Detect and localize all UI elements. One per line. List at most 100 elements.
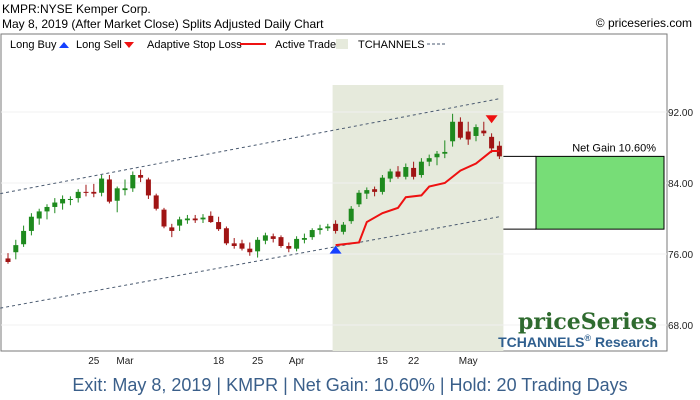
candle-body [177,219,183,226]
x-tick-label: 22 [408,356,420,367]
y-tick-label: 84.00 [668,179,693,190]
candle-body [426,158,432,162]
net-gain-label: Net Gain 10.60% [572,142,656,154]
candle-body [270,236,276,239]
legend-sell-arrow-icon [124,42,134,48]
x-tick-label: May [459,356,478,367]
adaptive-stop-loss-line [335,150,500,247]
tchannel-upper-line [0,98,500,195]
candle-body [231,243,237,247]
legend-long-sell-label: Long Sell [76,39,122,51]
legend-stop-label: Adaptive Stop Loss [147,39,242,51]
candle-body [184,218,190,221]
candle-body [28,216,34,231]
legend-buy-arrow-icon [59,42,69,48]
candle-body [138,175,144,178]
candle-body [278,237,284,247]
tchannels-research-brand: TCHANNELS® Research [498,333,658,350]
candle-body [75,191,81,199]
trade-summary-footer: Exit: May 8, 2019 | KMPR | Net Gain: 10.… [72,375,628,395]
candle-body [465,131,471,140]
candle-body [457,121,463,138]
candle-body [44,206,50,212]
long-buy-arrow-icon [329,245,342,254]
candle-body [481,130,487,134]
x-tick-label: 25 [252,356,264,367]
candle-body [434,153,440,158]
candle-body [67,198,73,200]
candle-body [356,192,362,205]
candle-body [114,188,120,201]
candle-body [122,188,128,191]
x-tick-label: 18 [213,356,225,367]
candle-body [301,238,307,240]
candle-body [153,195,159,209]
long-sell-arrow-icon [485,115,498,124]
candle-body [200,217,206,220]
candle-body [262,235,268,241]
candlestick-series [5,113,502,264]
candle-body [372,189,378,192]
candle-body [21,230,27,245]
candle-body [340,224,346,232]
candle-body [450,121,456,142]
x-tick-label: Mar [116,356,134,367]
candle-body [60,198,66,204]
x-tick-label: 25 [88,356,100,367]
net-gain-box [535,155,665,230]
candle-body [411,167,417,177]
candle-body [83,191,89,193]
priceseries-brand-logo: priceSeries [518,309,657,335]
candle-body [52,202,58,207]
candle-body [309,230,315,238]
candle-body [317,228,323,231]
candle-body [161,209,167,227]
chart-date-subtitle: May 8, 2019 (After Market Close) Splits … [2,17,324,31]
x-tick-label: Apr [289,356,305,367]
candle-body [13,245,19,253]
legend-long-buy-label: Long Buy [10,39,57,51]
legend-tchannels-label: TCHANNELS [358,39,425,51]
candle-body [442,151,448,154]
legend-trade-swatch-icon [336,39,348,49]
candle-body [5,258,11,262]
price-chart: Long Buy Long Sell Adaptive Stop Loss Ac… [0,33,693,367]
candle-body [169,227,175,231]
legend-active-trade-label: Active Trade [275,39,336,51]
candle-body [418,161,424,176]
candle-body [247,248,253,253]
y-tick-label: 76.00 [668,250,693,261]
candle-body [395,171,401,177]
legend: Long Buy Long Sell Adaptive Stop Loss Ac… [10,39,446,51]
candle-body [364,190,370,194]
candle-body [36,211,42,219]
candle-body [325,226,331,229]
candle-body [333,223,339,231]
candle-body [91,191,97,194]
candle-body [473,127,479,136]
candle-body [99,178,105,193]
candle-body [489,136,495,149]
active-trade-zone [332,85,504,351]
candle-body [286,246,292,249]
candle-body [223,228,229,244]
candle-body [403,167,409,177]
candle-body [145,179,151,196]
candle-body [239,243,245,249]
candle-body [106,179,112,202]
candle-body [294,238,300,249]
candle-body [348,208,354,222]
candle-body [130,175,136,189]
y-tick-label: 92.00 [668,108,693,119]
candle-body [216,222,222,230]
x-tick-label: 15 [377,356,389,367]
candle-body [192,218,198,221]
copyright-text: © priceseries.com [595,16,692,30]
tchannel-lower-line [0,216,500,309]
candle-body [255,239,261,252]
candle-body [387,171,393,179]
candle-body [379,177,385,192]
candle-body [208,215,214,223]
chart-symbol-title: KMPR:NYSE Kemper Corp. [2,2,151,16]
y-tick-label: 68.00 [668,321,693,332]
